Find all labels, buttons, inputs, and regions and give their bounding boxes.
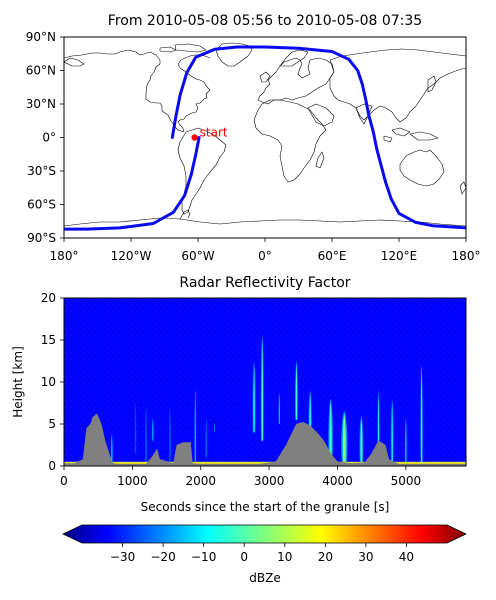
radar-y-tick-label: 5 bbox=[48, 417, 56, 431]
map-x-tick-label: 180° bbox=[452, 249, 481, 263]
cloud-core bbox=[261, 338, 264, 441]
colorbar-tick-label: 20 bbox=[318, 550, 333, 564]
radar-title: Radar Reflectivity Factor bbox=[179, 275, 350, 291]
cloud-core bbox=[405, 418, 407, 464]
map-title: From 2010-05-08 05:56 to 2010-05-08 07:3… bbox=[108, 13, 422, 29]
cloud-core bbox=[278, 393, 280, 424]
cloud-core bbox=[111, 435, 113, 464]
colorbar-tick-label: 40 bbox=[399, 550, 414, 564]
colorbar-tick-label: 10 bbox=[277, 550, 292, 564]
track-segment-1 bbox=[170, 45, 466, 230]
cloud-core bbox=[194, 389, 196, 462]
start-label: start bbox=[200, 126, 228, 140]
cloud-core bbox=[253, 364, 255, 433]
cloud-core bbox=[329, 401, 332, 462]
cloud-core bbox=[391, 401, 393, 462]
radar-y-tick-label: 15 bbox=[41, 333, 56, 347]
radar-x-tick-label: 2000 bbox=[185, 474, 216, 488]
cloud-core bbox=[342, 414, 346, 462]
track-segment-2 bbox=[64, 136, 201, 231]
map-y-tick-label: 90°N bbox=[26, 30, 56, 44]
terrain bbox=[64, 413, 466, 466]
cloud-core bbox=[360, 418, 363, 462]
colorbar-body bbox=[62, 524, 467, 544]
map-y-tick-label: 60°S bbox=[27, 198, 56, 212]
radar-ylabel: Height [km] bbox=[11, 346, 25, 417]
colorbar: −30 −20 −10 0 10 20 30 40 dBZe bbox=[62, 524, 467, 585]
radar-y-tick-label: 20 bbox=[41, 291, 56, 305]
map-x-tick-label: 180° bbox=[50, 249, 79, 263]
cloud-core bbox=[152, 418, 154, 441]
cloud-core bbox=[169, 406, 171, 464]
map-x-axis: 180° 120°W 60°W 0° 60°E 120°E 180° bbox=[50, 238, 481, 263]
cloud-core bbox=[145, 406, 147, 464]
map-y-tick-label: 90°S bbox=[27, 231, 56, 245]
radar-x-tick-label: 5000 bbox=[391, 474, 422, 488]
colorbar-tick-label: 30 bbox=[358, 550, 373, 564]
radar-x-tick-label: 3000 bbox=[254, 474, 285, 488]
radar-x-tick-label: 4000 bbox=[322, 474, 353, 488]
colorbar-ticks: −30 −20 −10 0 10 20 30 40 bbox=[110, 543, 414, 564]
map-x-tick-label: 0° bbox=[258, 249, 272, 263]
map-y-axis: 90°N 60°N 30°N 0° 30°S 60°S 90°S bbox=[26, 30, 64, 245]
radar-y-tick-label: 0 bbox=[48, 459, 56, 473]
map-x-tick-label: 60°W bbox=[181, 249, 214, 263]
ground-track bbox=[64, 45, 466, 231]
radar-x-tick-label: 0 bbox=[60, 474, 68, 488]
colorbar-tick-label: −10 bbox=[191, 550, 216, 564]
terrain-profile bbox=[64, 413, 466, 466]
map-y-tick-label: 30°S bbox=[27, 164, 56, 178]
map-y-tick-label: 0° bbox=[42, 131, 56, 145]
colorbar-tick-label: −20 bbox=[150, 550, 175, 564]
colorbar-label: dBZe bbox=[249, 571, 280, 585]
cloud-core bbox=[205, 418, 207, 458]
cloud-core bbox=[295, 364, 298, 420]
radar-x-tick-label: 1000 bbox=[117, 474, 148, 488]
cloud-core bbox=[420, 368, 423, 464]
map-x-tick-label: 120°E bbox=[381, 249, 418, 263]
map-x-tick-label: 120°W bbox=[111, 249, 152, 263]
start-marker bbox=[191, 134, 198, 141]
map-y-tick-label: 30°N bbox=[26, 97, 56, 111]
radar-y-tick-label: 10 bbox=[41, 375, 56, 389]
map-y-tick-label: 60°N bbox=[26, 64, 56, 78]
map-plot-area bbox=[64, 37, 466, 238]
colorbar-tick-label: −30 bbox=[110, 550, 135, 564]
cloud-core bbox=[135, 401, 137, 454]
radar-y-axis: 0 5 10 15 20 bbox=[41, 291, 64, 473]
map-x-tick-label: 60°E bbox=[318, 249, 347, 263]
radar-x-axis: 0 1000 2000 3000 4000 5000 bbox=[60, 466, 421, 488]
radar-xlabel: Seconds since the start of the granule [… bbox=[141, 500, 390, 514]
colorbar-tick-label: 0 bbox=[240, 550, 248, 564]
cloud-core bbox=[213, 422, 216, 433]
radar-plot-area bbox=[64, 298, 466, 466]
